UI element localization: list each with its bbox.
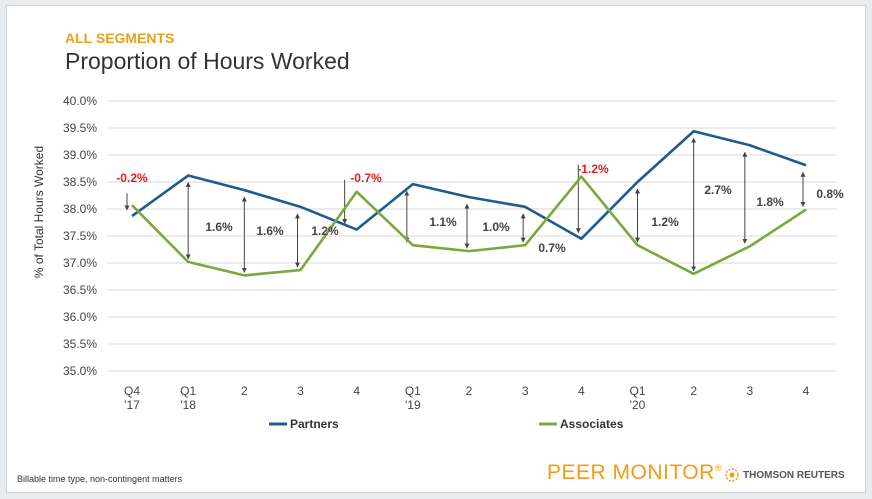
- y-tick-label: 40.0%: [63, 94, 97, 108]
- difference-label: 1.6%: [256, 224, 284, 238]
- footnote: Billable time type, non-contingent matte…: [17, 474, 183, 484]
- y-tick-label: 36.0%: [63, 310, 97, 324]
- y-tick-label: 39.5%: [63, 121, 97, 135]
- thomson-reuters-icon: [725, 468, 739, 482]
- difference-label: 1.0%: [482, 220, 510, 234]
- x-tick-label: 2: [241, 384, 248, 398]
- difference-label: 1.2%: [651, 215, 679, 229]
- y-tick-label: 37.5%: [63, 229, 97, 243]
- brand-partner: THOMSON REUTERS: [743, 469, 845, 481]
- difference-label: 2.7%: [704, 183, 732, 197]
- brand-mark: ®: [714, 463, 722, 473]
- y-tick-label: 39.0%: [63, 148, 97, 162]
- y-tick-label: 38.5%: [63, 175, 97, 189]
- difference-label: 0.7%: [538, 241, 566, 255]
- difference-label: -0.2%: [116, 171, 148, 185]
- x-tick-sublabel: '17: [124, 398, 140, 412]
- difference-labels: -0.2% 1.6% 1.6% 1.2% -0.7% 1.1% 1.0% 0.7% -1.2% 1…: [116, 162, 844, 255]
- x-tick-sublabel: '18: [180, 398, 196, 412]
- x-tick-label: Q1: [180, 384, 196, 398]
- difference-label: 1.2%: [311, 224, 339, 238]
- x-tick-label: 3: [746, 384, 753, 398]
- brand-name: PEER MONITOR: [547, 461, 715, 484]
- x-tick-sublabel: '20: [630, 398, 646, 412]
- x-tick-label: 2: [466, 384, 473, 398]
- difference-label: -1.2%: [577, 162, 609, 176]
- x-tick-label: 4: [353, 384, 360, 398]
- legend: Partners Associates: [269, 417, 624, 431]
- difference-label: 1.1%: [429, 215, 457, 229]
- slide: ALL SEGMENTS Proportion of Hours Worked …: [6, 5, 866, 493]
- x-tick-label: 3: [297, 384, 304, 398]
- series-line-partners: [131, 129, 807, 240]
- x-tick-label: 3: [522, 384, 529, 398]
- x-tick-label: 2: [690, 384, 697, 398]
- segment-label: ALL SEGMENTS: [65, 30, 175, 46]
- difference-label: -0.7%: [350, 171, 382, 185]
- line-chart: 35.0% 35.5% 36.0% 36.5% 37.0% 37.5% 38.0% 38.5%…: [32, 94, 844, 431]
- series-lines: [131, 129, 807, 277]
- y-tick-label: 35.5%: [63, 337, 97, 351]
- difference-label: 0.8%: [816, 187, 844, 201]
- difference-label: 1.6%: [205, 220, 233, 234]
- y-axis-ticks: 35.0% 35.5% 36.0% 36.5% 37.0% 37.5% 38.0% 38.5%…: [63, 94, 97, 378]
- y-tick-label: 36.5%: [63, 283, 97, 297]
- x-tick-sublabel: '19: [405, 398, 421, 412]
- thomson-reuters-logo: THOMSON REUTERS: [725, 468, 845, 482]
- legend-label-partners: Partners: [290, 417, 339, 431]
- x-tick-label: Q4: [124, 384, 140, 398]
- legend-label-associates: Associates: [560, 417, 624, 431]
- x-tick-label: 4: [803, 384, 810, 398]
- y-tick-label: 35.0%: [63, 364, 97, 378]
- series-line-associates: [131, 175, 807, 277]
- y-tick-label: 37.0%: [63, 256, 97, 270]
- x-tick-label: 4: [578, 384, 585, 398]
- peer-monitor-logo: PEER MONITOR®: [547, 461, 722, 485]
- chart-title: Proportion of Hours Worked: [65, 48, 350, 74]
- difference-arrows: [124, 137, 806, 273]
- y-axis-label: % of Total Hours Worked: [32, 146, 46, 278]
- x-tick-label: Q1: [629, 384, 645, 398]
- y-tick-label: 38.0%: [63, 202, 97, 216]
- difference-label: 1.8%: [756, 195, 784, 209]
- x-tick-label: Q1: [405, 384, 421, 398]
- gridlines: [107, 100, 837, 372]
